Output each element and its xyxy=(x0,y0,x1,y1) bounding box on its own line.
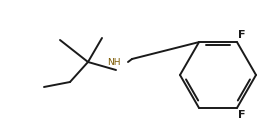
Text: F: F xyxy=(238,30,245,40)
Text: NH: NH xyxy=(107,58,121,67)
Text: F: F xyxy=(238,110,245,120)
